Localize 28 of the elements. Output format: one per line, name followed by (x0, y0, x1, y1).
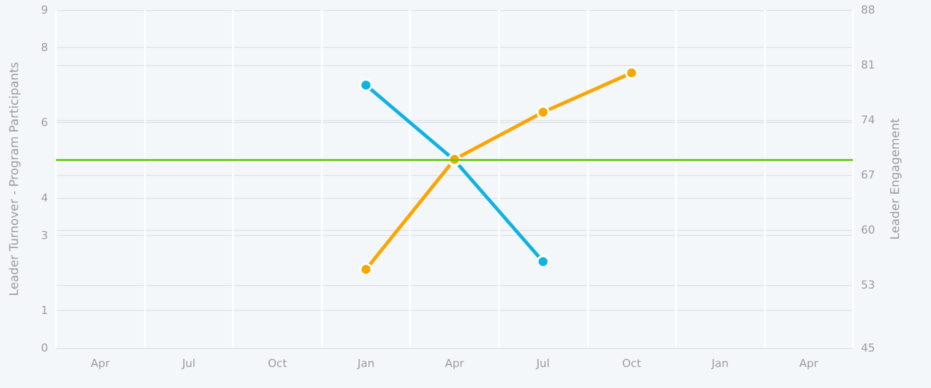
y-tick-label: 8 (41, 41, 48, 54)
x-tick-label: Jul (181, 357, 196, 370)
x-tick-label: Apr (90, 357, 110, 370)
x-tick-label: Apr (799, 357, 819, 370)
x-tick-label: Jan (356, 357, 374, 370)
y2-tick-label: 60 (861, 224, 875, 237)
y-tick-label: 6 (41, 116, 48, 130)
y2-tick-label: 88 (861, 4, 875, 16)
x-tick-label: Oct (622, 357, 642, 370)
point (359, 262, 372, 276)
x-tick-label: Jan (710, 357, 729, 370)
y-tick-label: 0 (41, 342, 48, 354)
y2-tick-label: 67 (861, 168, 875, 182)
y2-axis-title: Leader Engagement (888, 118, 902, 240)
y-tick-label: 1 (41, 304, 48, 317)
y-tick-label: 9 (41, 4, 48, 16)
x-tick-label: Apr (444, 357, 464, 370)
point (625, 66, 638, 80)
y2-tick-label: 74 (861, 114, 875, 127)
y-tick-label: 3 (41, 228, 48, 242)
point (536, 106, 550, 119)
x-tick-label: Oct (268, 357, 288, 370)
y2-tick-label: 53 (861, 278, 875, 292)
y2-tick-label: 81 (861, 58, 875, 72)
x-tick-label: Jul (535, 357, 550, 370)
y2-tick-label: 45 (861, 342, 875, 354)
y-tick-label: 4 (41, 191, 48, 204)
y-axis-title: Leader Turnover - Program Participants (7, 62, 21, 296)
